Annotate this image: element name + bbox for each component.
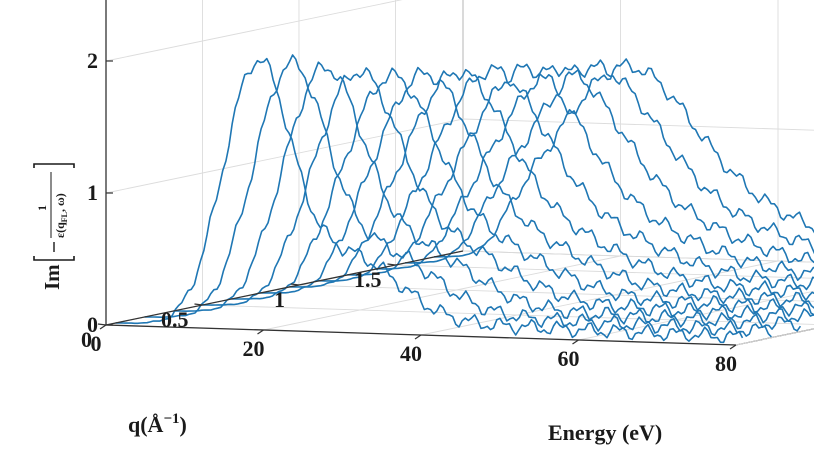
z-axis-left-bracket	[33, 256, 75, 261]
grid-line-x-floor	[578, 290, 814, 341]
z-axis-title-denominator: ε(qFL, ω)	[53, 193, 69, 238]
data-series-line	[260, 66, 814, 309]
data-series-line	[231, 67, 814, 317]
grid-lines	[105, 0, 814, 346]
data-series-line	[434, 58, 814, 258]
data-series-line	[318, 64, 814, 291]
z-axis-right-bracket	[33, 163, 75, 168]
tick-label-q: 1.5	[354, 267, 382, 292]
tick-mark-energy	[257, 329, 264, 335]
grid-line-z-back	[463, 0, 814, 7]
grid-line-y-floor	[202, 304, 814, 325]
grid-line-x-floor	[263, 255, 621, 331]
data-series-line	[173, 61, 802, 332]
axes-front-box	[105, 0, 737, 346]
y-axis-title-close: )	[180, 412, 187, 437]
tick-label-energy: 0	[91, 331, 102, 356]
tick-mark-q	[194, 303, 203, 306]
data-series-line	[376, 64, 814, 270]
tick-mark-energy	[99, 324, 107, 330]
z-axis-title-prefix: Im	[40, 264, 64, 290]
tick-mark-energy	[729, 344, 737, 350]
tick-label-z: 1	[87, 180, 98, 205]
grid-line-x-floor	[420, 260, 779, 336]
data-series-group	[115, 54, 814, 344]
z-axis-denominator-suffix: , ω)	[53, 193, 67, 212]
axis-line-q	[105, 250, 464, 326]
tick-mark-q	[97, 323, 107, 326]
y-axis-title-base: q(Å	[128, 412, 164, 437]
data-series-line	[144, 54, 772, 338]
tick-label-q: 1	[274, 287, 285, 312]
tick-marks	[97, 60, 737, 350]
data-series-line	[289, 68, 814, 301]
x-axis-title: Energy (eV)	[548, 420, 662, 445]
grid-line-z-back	[462, 250, 814, 263]
tick-label-energy: 80	[715, 351, 737, 376]
grid-line-z-left	[105, 0, 403, 62]
z-axis-denominator-subscript: FL	[60, 212, 69, 222]
tick-labels: 0 20 40 60 80 0 0.5 1 1.5 0 1 2	[81, 48, 737, 376]
z-axis-title: Im 1 ε(qFL, ω)	[33, 163, 75, 290]
grid-line-x-floor	[735, 328, 814, 346]
tick-mark-q	[290, 283, 300, 286]
grid-line-y-floor	[395, 264, 814, 279]
z-axis-title-numerator: 1	[35, 205, 49, 211]
tick-mark-energy	[572, 339, 579, 345]
data-series-line	[405, 59, 814, 264]
tick-label-z: 0	[87, 312, 98, 337]
data-series-line	[202, 67, 814, 324]
data-series-line	[115, 57, 744, 344]
grid-line-z-back	[462, 118, 814, 131]
data-series-line	[347, 63, 814, 281]
axes-back-box	[462, 0, 814, 346]
box-edge-right-floor	[735, 328, 814, 346]
z-axis-denominator-base: ε(q	[53, 222, 67, 238]
tick-label-q: 0.5	[161, 307, 189, 332]
tick-label-q: 0	[81, 327, 92, 352]
tick-label-z: 2	[87, 48, 98, 73]
tick-label-energy: 20	[243, 336, 265, 361]
y-axis-title-exponent: −1	[163, 411, 179, 427]
y-axis-title: q(Å−1)	[128, 411, 187, 437]
tick-label-energy: 40	[400, 341, 422, 366]
tick-mark-energy	[414, 334, 422, 340]
tick-label-energy: 60	[558, 346, 580, 371]
tick-mark-q	[387, 263, 396, 266]
